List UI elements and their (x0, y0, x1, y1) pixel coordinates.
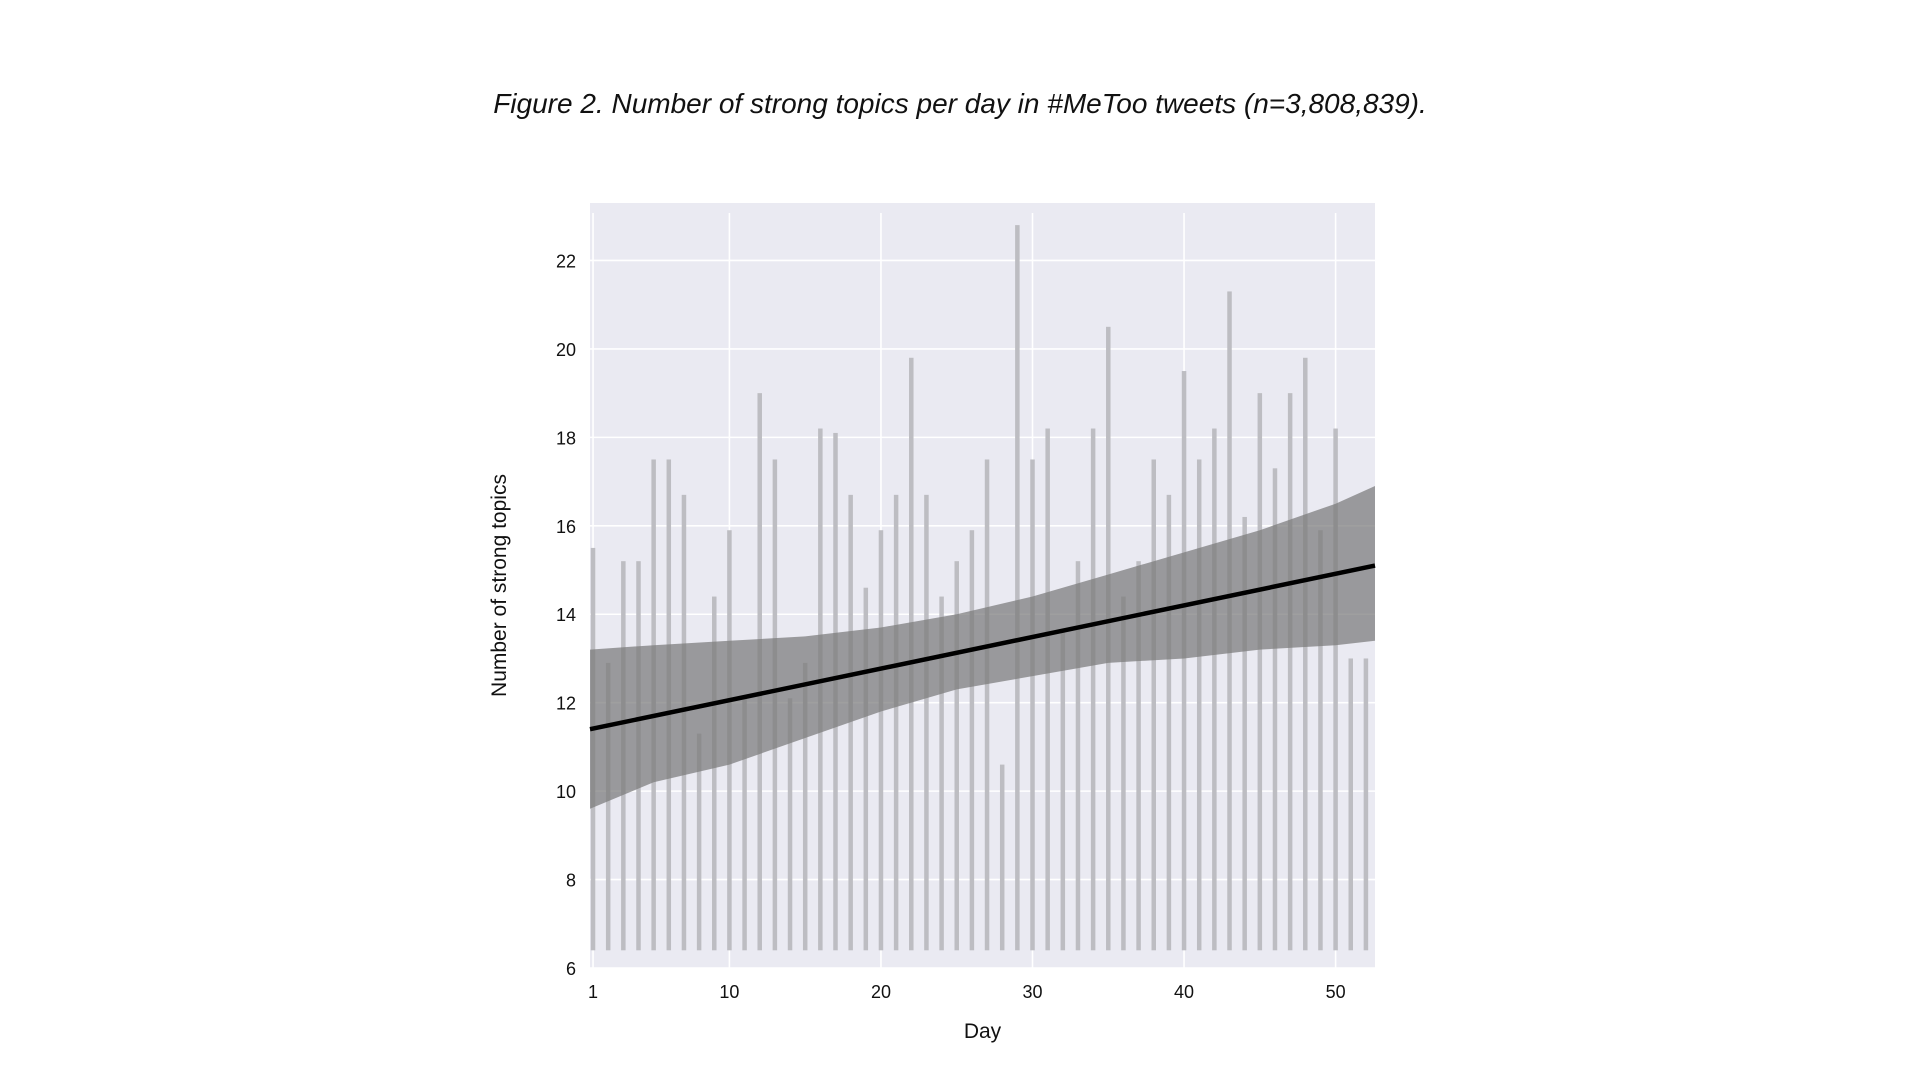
bar (893, 494, 899, 951)
y-tick-label: 20 (556, 340, 576, 360)
bar (1045, 428, 1050, 951)
figure-caption: Figure 2. Number of strong topics per da… (493, 88, 1427, 119)
y-tick-label: 10 (556, 782, 576, 802)
bar (802, 662, 808, 951)
bar (1075, 561, 1081, 951)
x-tick-label: 10 (719, 982, 739, 1002)
bar (1242, 516, 1247, 951)
bar (1348, 658, 1354, 951)
bar (1030, 459, 1035, 951)
bar (1257, 393, 1263, 951)
bar (969, 530, 975, 951)
bar (1166, 494, 1172, 951)
y-tick-label: 8 (566, 871, 576, 891)
bar (1196, 459, 1202, 951)
bar (954, 561, 959, 951)
x-tick-label: 30 (1022, 982, 1042, 1002)
bar (1333, 428, 1338, 951)
bar (984, 459, 990, 951)
bar (787, 698, 793, 951)
y-axis-title: Number of strong topics (488, 474, 511, 697)
x-tick-label: 40 (1174, 982, 1194, 1002)
bar (863, 587, 869, 951)
bar (1151, 459, 1156, 951)
bar (1318, 530, 1323, 951)
bar (1212, 428, 1217, 951)
x-axis-title: Day (964, 1020, 1002, 1043)
x-axis-ticks: 1 10 20 30 40 50 (588, 982, 1346, 1002)
bar (1015, 225, 1020, 951)
x-tick-label: 50 (1326, 982, 1346, 1002)
bar (1272, 468, 1278, 951)
y-tick-label: 14 (556, 605, 576, 625)
bar (1090, 428, 1096, 951)
bar (1303, 357, 1308, 951)
y-tick-label: 18 (556, 428, 576, 448)
x-tick-label: 20 (871, 982, 891, 1002)
y-tick-label: 16 (556, 517, 576, 537)
bar (605, 662, 611, 951)
trend-line (589, 563, 1376, 732)
y-tick-label: 22 (556, 251, 576, 271)
bar (742, 698, 747, 951)
bar (1121, 596, 1126, 951)
bar (1136, 561, 1141, 951)
y-tick-label: 6 (566, 959, 576, 979)
bar (1181, 371, 1187, 951)
bar (1363, 658, 1369, 951)
bar (939, 596, 944, 951)
bar (878, 530, 884, 951)
y-axis-ticks: 6 8 10 12 14 16 18 20 22 (556, 251, 576, 979)
bar (696, 733, 702, 951)
bar (712, 596, 717, 951)
bar (924, 494, 929, 951)
bar (848, 494, 853, 951)
bar (999, 764, 1005, 951)
y-tick-label: 12 (556, 694, 576, 714)
bar (1060, 631, 1066, 951)
x-tick-label: 1 (588, 982, 598, 1002)
bar (1287, 393, 1293, 951)
